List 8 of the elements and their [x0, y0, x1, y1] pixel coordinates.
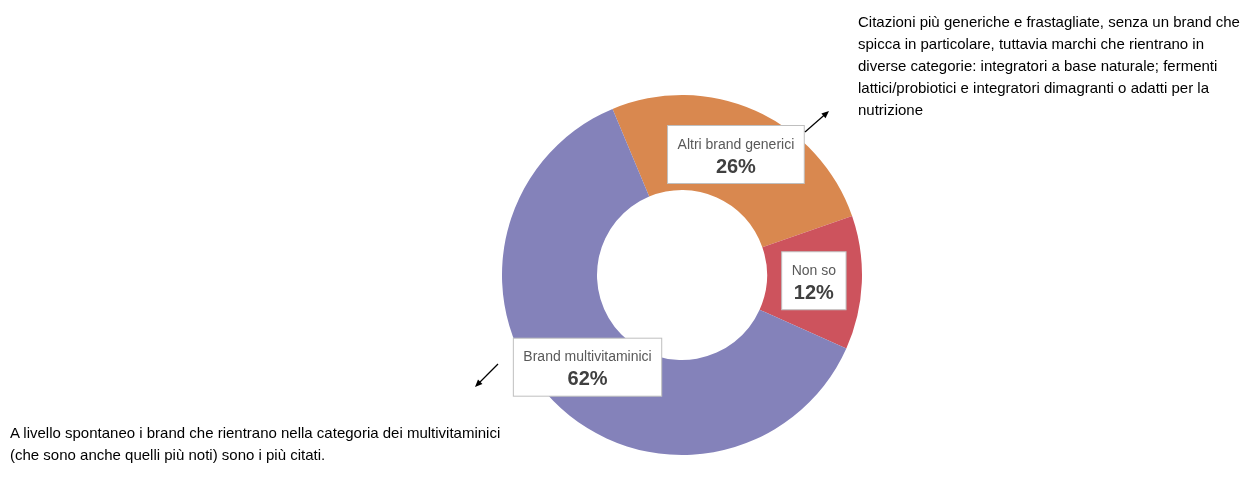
slice-label: Non so — [791, 261, 837, 278]
slice-label: Altri brand generici — [677, 135, 795, 152]
text: A livello spontaneo i brand che rientrano nella categoria dei multivitaminici (che sono anche quelli più noti) sono i più citati. — [10, 424, 501, 463]
data-label: 26% — [715, 154, 757, 177]
slice-label: Brand multivitaminici — [523, 348, 652, 365]
data-label: 62% — [567, 367, 608, 390]
data-label: 12% — [793, 280, 835, 303]
text: Citazioni più generiche e frastagliate, senza un brand che spicca in particolare, tuttavia marchi che rientrano in diverse categorie: integratori a base naturale; fermenti lattici/probiotici e integratori dimagranti o adatti per la nutrizione — [858, 13, 1240, 118]
